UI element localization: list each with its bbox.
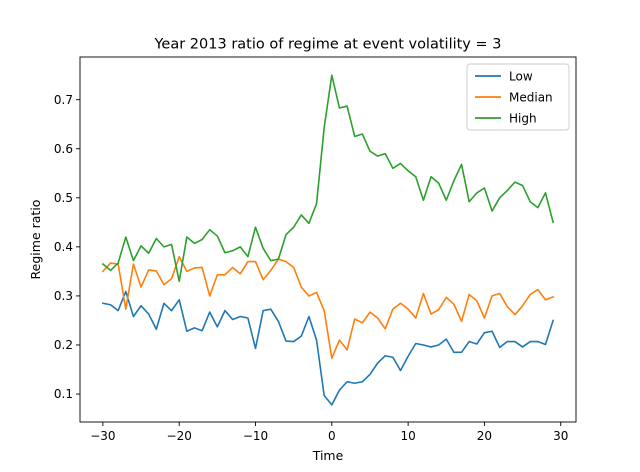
legend-box [466, 63, 570, 131]
plot-frame [79, 56, 577, 423]
x-tick-label: 20 [477, 429, 492, 443]
x-tick-label: 0 [328, 429, 336, 443]
y-tick-label: 0.7 [54, 93, 73, 107]
x-tick-label: −20 [167, 429, 192, 443]
y-tick-label: 0.6 [54, 142, 73, 156]
series-line-low [101, 290, 555, 406]
y-tick-label: 0.1 [54, 387, 73, 401]
y-tick-label: 0.5 [54, 191, 73, 205]
legend-label-low: Low [509, 70, 533, 84]
y-tick-label: 0.2 [54, 338, 73, 352]
y-tick-label: 0.3 [54, 289, 73, 303]
y-axis-label: Regime ratio [28, 200, 43, 280]
series-layer [101, 74, 555, 406]
chart-title: Year 2013 ratio of regime at event volat… [154, 37, 502, 53]
x-tick-label: 10 [400, 429, 415, 443]
x-tick-label: 30 [553, 429, 568, 443]
legend: Low Median High [466, 63, 570, 131]
x-tick-label: −30 [90, 429, 115, 443]
series-line-median [101, 255, 555, 360]
y-tick-label: 0.4 [54, 240, 73, 254]
y-axis: 0.1 0.2 0.3 0.4 0.5 0.6 0.7 [54, 93, 80, 401]
series-line-high [101, 74, 555, 283]
x-axis: −30 −20 −10 0 10 20 30 [90, 422, 568, 443]
legend-label-median: Median [509, 91, 553, 105]
x-axis-label: Time [312, 448, 344, 463]
legend-label-high: High [509, 112, 537, 126]
x-tick-label: −10 [243, 429, 268, 443]
